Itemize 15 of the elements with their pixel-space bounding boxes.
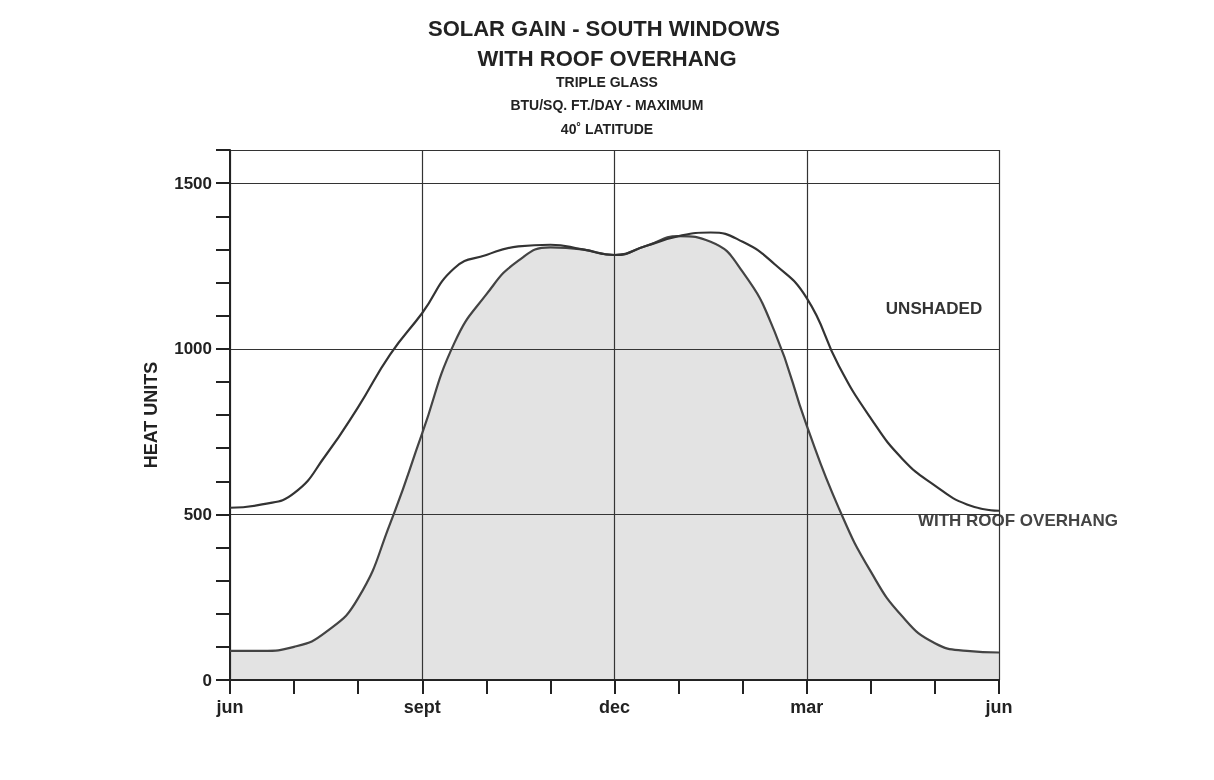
y-tick-label: 0 — [202, 670, 212, 690]
y-tick-label: 1500 — [174, 173, 212, 193]
y-tick-label: 1000 — [174, 339, 212, 359]
x-tick-label: dec — [598, 697, 631, 717]
y-tick-label: 500 — [183, 504, 212, 524]
text: 40˚ LATITUDE — [560, 121, 654, 137]
x-tick-label: jun — [984, 697, 1013, 717]
text: BTU/SQ. FT./DAY - MAXIMUM — [510, 97, 704, 113]
text: UNSHADED — [885, 299, 983, 319]
y-axis-title: HEAT UNITS — [141, 361, 161, 469]
x-tick-label: jun — [215, 697, 244, 717]
chart-subtitle: TRIPLE GLASS — [556, 74, 658, 90]
x-tick-label: sept — [403, 697, 441, 717]
chart-title: SOLAR GAIN - SOUTH WINDOWS WITH ROOF OVERHANG — [427, 15, 787, 71]
x-tick-label: mar — [790, 697, 824, 717]
